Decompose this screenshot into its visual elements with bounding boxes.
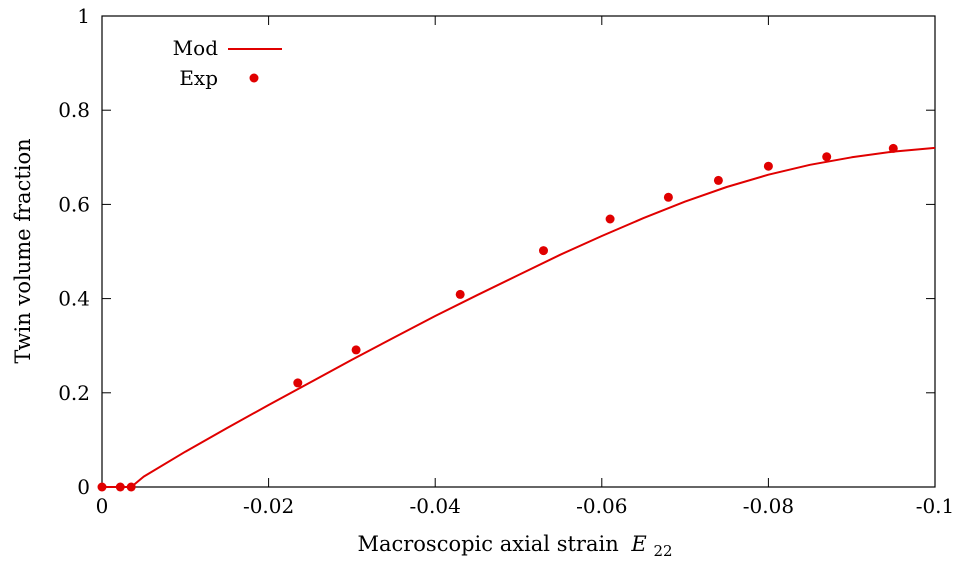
tick-labels: 0 -0.02 -0.04 -0.06 -0.08 -0.1 0 0.2 0.4 0.6 0.8 1 xyxy=(58,4,954,518)
data-point-exp xyxy=(351,345,361,355)
series-line-mod xyxy=(102,146,936,488)
y-tick-label: 0 xyxy=(77,475,90,499)
y-tick-label: 1 xyxy=(77,4,90,28)
y-tick-label: 0.4 xyxy=(58,287,90,311)
data-point-exp xyxy=(888,143,898,153)
x-axis-title-subscript: 22 xyxy=(653,542,672,560)
data-point-exp xyxy=(605,214,615,224)
legend-label-exp: Exp xyxy=(179,66,218,90)
data-point-exp xyxy=(763,161,773,171)
x-tick-label: -0.06 xyxy=(576,494,627,518)
y-tick-label: 0.8 xyxy=(58,98,90,122)
data-point-exp xyxy=(663,192,673,202)
x-tick-label: -0.02 xyxy=(243,494,294,518)
data-point-exp xyxy=(539,246,548,256)
data-point-exp xyxy=(97,482,107,492)
series-layer xyxy=(97,143,936,492)
x-axis-title: Macroscopic axial strain E 22 xyxy=(357,532,672,560)
data-point-exp xyxy=(822,152,832,162)
plot-frame xyxy=(101,15,936,488)
x-tick-label: 0 xyxy=(96,494,109,518)
x-tick-label: -0.1 xyxy=(916,494,955,518)
x-axis-title-symbol: E xyxy=(630,532,646,556)
data-point-exp xyxy=(293,378,303,388)
legend: Mod Exp xyxy=(173,36,282,90)
x-tick-label: -0.04 xyxy=(410,494,461,518)
y-tick-label: 0.2 xyxy=(58,381,90,405)
x-tick-label: -0.08 xyxy=(743,494,794,518)
legend-marker-exp xyxy=(249,73,259,83)
data-point-exp xyxy=(713,175,723,185)
axis-ticks xyxy=(101,15,936,488)
data-point-exp xyxy=(126,482,136,492)
x-axis-title-text: Macroscopic axial strain xyxy=(357,532,618,556)
y-tick-label: 0.6 xyxy=(58,192,90,216)
data-point-exp xyxy=(115,482,125,492)
legend-label-mod: Mod xyxy=(173,36,219,60)
data-point-exp xyxy=(455,289,465,299)
y-axis-title: Twin volume fraction xyxy=(11,138,35,363)
